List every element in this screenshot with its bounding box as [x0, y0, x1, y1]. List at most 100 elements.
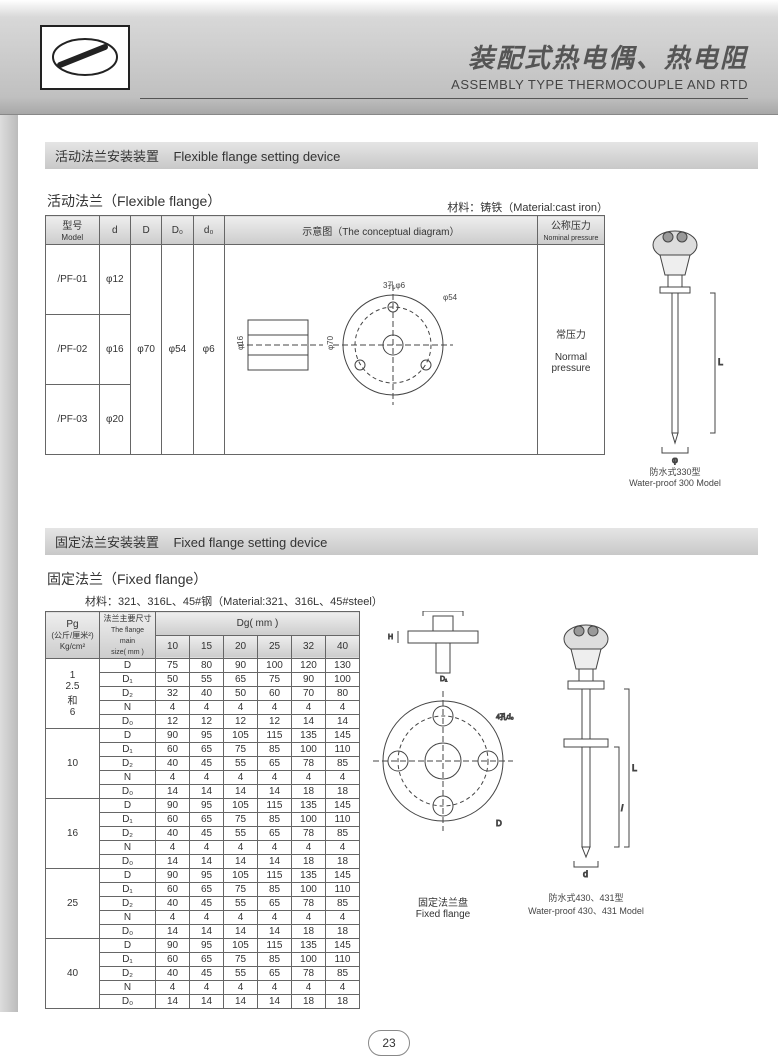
content-area: 活动法兰安装装置 Flexible flange setting device …	[45, 130, 758, 1009]
data-cell: 90	[156, 869, 190, 883]
data-cell: 40	[156, 827, 190, 841]
pressure-en2: pressure	[551, 363, 590, 374]
svg-text:4孔d₀: 4孔d₀	[496, 713, 514, 721]
data-cell: 40	[156, 757, 190, 771]
fs2: The flange main	[111, 627, 144, 645]
svg-text:D: D	[496, 819, 502, 828]
size-label: D₂	[100, 687, 156, 701]
size-label: D₀	[100, 925, 156, 939]
data-cell: 95	[190, 939, 224, 953]
data-cell: 115	[258, 729, 292, 743]
data-cell: 120	[292, 659, 326, 673]
data-cell: 4	[292, 981, 326, 995]
pressure-en1: Normal	[555, 352, 587, 363]
data-cell: 4	[326, 701, 360, 715]
data-cell: 45	[190, 897, 224, 911]
data-cell: 100	[292, 743, 326, 757]
data-cell: 55	[224, 967, 258, 981]
data-cell: 145	[326, 869, 360, 883]
size-label: N	[100, 841, 156, 855]
size-label: D₂	[100, 827, 156, 841]
data-cell: 4	[190, 981, 224, 995]
data-cell: 78	[292, 897, 326, 911]
data-cell: 4	[326, 841, 360, 855]
flexible-flange-table: 型号 Model d D D₀ d₀ 示意图（The conceptual di…	[45, 215, 605, 455]
data-cell: 14	[224, 995, 258, 1009]
data-cell: 85	[258, 883, 292, 897]
data-cell: 100	[292, 813, 326, 827]
size-label: D	[100, 659, 156, 673]
size-label: D₁	[100, 883, 156, 897]
svg-text:3孔φ6: 3孔φ6	[383, 281, 406, 290]
svg-text:d: d	[583, 869, 588, 879]
data-cell: 14	[326, 715, 360, 729]
dg-col: 10	[156, 635, 190, 659]
header-bar: 装配式热电偶、热电阻 ASSEMBLY TYPE THERMOCOUPLE AN…	[0, 0, 778, 115]
row-D: φ70	[130, 245, 161, 455]
size-label: D₀	[100, 995, 156, 1009]
th-diagram: 示意图（The conceptual diagram）	[224, 216, 537, 245]
title-block: 装配式热电偶、热电阻 ASSEMBLY TYPE THERMOCOUPLE AN…	[451, 38, 748, 92]
data-cell: 90	[156, 729, 190, 743]
data-cell: 4	[224, 701, 258, 715]
data-cell: 18	[292, 995, 326, 1009]
data-cell: 4	[190, 911, 224, 925]
data-cell: 12	[156, 715, 190, 729]
data-cell: 135	[292, 799, 326, 813]
th-pressure-cn: 公称压力	[551, 221, 591, 232]
data-cell: 14	[258, 855, 292, 869]
data-cell: 100	[326, 673, 360, 687]
pg-cell: 1 2.5 和 6	[46, 659, 100, 729]
row2-d: φ16	[99, 315, 130, 385]
data-cell: 4	[156, 771, 190, 785]
fixed-flange-en: Fixed flange	[368, 909, 518, 920]
th-model-en: Model	[61, 233, 83, 242]
data-cell: 55	[224, 757, 258, 771]
data-cell: 45	[190, 827, 224, 841]
data-cell: 14	[224, 925, 258, 939]
data-cell: 78	[292, 757, 326, 771]
th-D: D	[130, 216, 161, 245]
size-label: D	[100, 939, 156, 953]
data-cell: 145	[326, 799, 360, 813]
data-cell: 14	[156, 785, 190, 799]
dg-col: 15	[190, 635, 224, 659]
data-cell: 4	[326, 771, 360, 785]
data-cell: 145	[326, 729, 360, 743]
data-cell: 18	[326, 785, 360, 799]
section2-material: 材料：321、316L、45#钢（Material:321、316L、45#st…	[85, 593, 758, 609]
data-cell: 130	[326, 659, 360, 673]
size-label: N	[100, 911, 156, 925]
data-cell: 90	[224, 659, 258, 673]
dg-col: 25	[258, 635, 292, 659]
data-cell: 135	[292, 869, 326, 883]
data-cell: 90	[156, 799, 190, 813]
data-cell: 4	[292, 911, 326, 925]
data-cell: 14	[224, 855, 258, 869]
data-cell: 80	[326, 687, 360, 701]
thermo-430-drawing: L l d 防水式430、431型 Water-proof 430、431 Mo…	[526, 611, 646, 917]
size-label: D₂	[100, 897, 156, 911]
data-cell: 12	[190, 715, 224, 729]
svg-text:D₁: D₁	[440, 676, 448, 683]
svg-text:l: l	[621, 803, 624, 813]
th-pressure-en: Nominal pressure	[544, 235, 599, 242]
dg-header: Dg( mm )	[156, 612, 360, 636]
side-stripe	[0, 115, 18, 1012]
data-cell: 65	[258, 967, 292, 981]
data-cell: 12	[224, 715, 258, 729]
size-label: D₁	[100, 743, 156, 757]
dg-col: 20	[224, 635, 258, 659]
data-cell: 75	[224, 743, 258, 757]
size-label: D	[100, 799, 156, 813]
data-cell: 4	[156, 701, 190, 715]
data-cell: 12	[258, 715, 292, 729]
data-cell: 135	[292, 729, 326, 743]
data-cell: 135	[292, 939, 326, 953]
data-cell: 4	[190, 771, 224, 785]
page-title-cn: 装配式热电偶、热电阻	[451, 38, 748, 75]
size-label: D	[100, 729, 156, 743]
data-cell: 18	[292, 925, 326, 939]
data-cell: 75	[156, 659, 190, 673]
size-label: N	[100, 771, 156, 785]
